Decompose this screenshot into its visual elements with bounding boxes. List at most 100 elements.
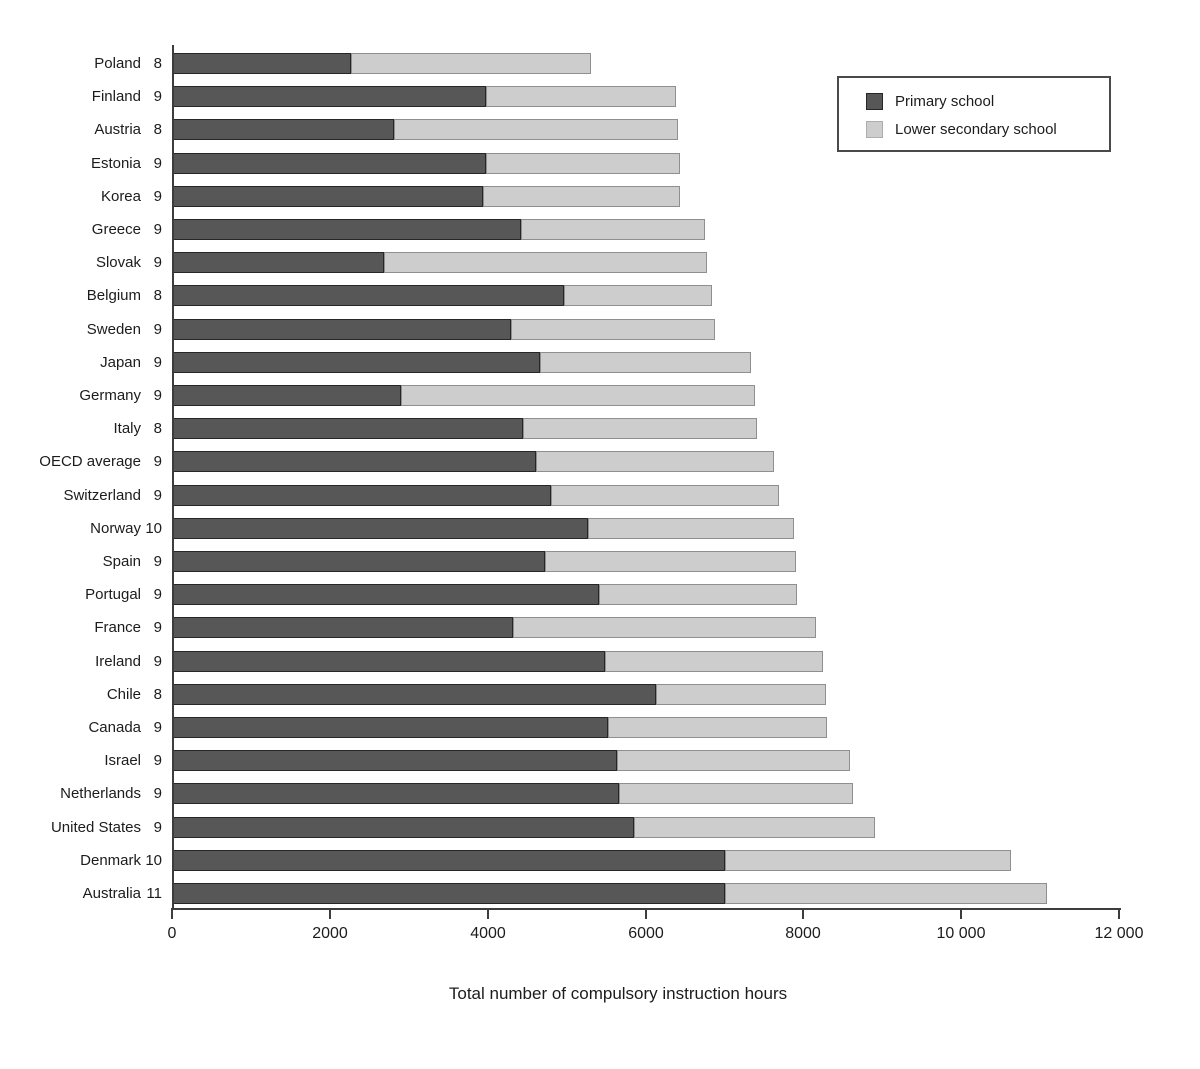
bar-segment-lower-secondary xyxy=(588,518,794,539)
bar-segment-lower-secondary xyxy=(486,86,676,107)
bar-segment-lower-secondary xyxy=(384,252,707,273)
country-name: Denmark xyxy=(80,852,141,869)
bar-segment-lower-secondary xyxy=(656,684,826,705)
compulsory-years: 9 xyxy=(153,653,162,670)
bar-segment-lower-secondary xyxy=(401,385,755,406)
row-label: Estonia 9 xyxy=(0,153,162,174)
country-name: Slovak xyxy=(95,254,141,271)
x-axis-line xyxy=(171,908,1121,910)
country-name: Austria xyxy=(94,121,141,138)
bar-segment-lower-secondary xyxy=(513,617,816,638)
row-label: Sweden 9 xyxy=(0,319,162,340)
bar-segment-primary xyxy=(173,750,617,771)
x-axis-tick-label: 4000 xyxy=(470,925,506,942)
bar-segment-lower-secondary xyxy=(564,285,712,306)
row-label: Austria 8 xyxy=(0,119,162,140)
compulsory-years: 9 xyxy=(153,387,162,404)
country-name: Australia xyxy=(82,885,141,902)
legend-label-primary: Primary school xyxy=(895,92,995,110)
compulsory-years: 8 xyxy=(153,686,162,703)
compulsory-years: 9 xyxy=(153,221,162,238)
country-name: Korea xyxy=(100,188,141,205)
bar-segment-primary xyxy=(173,352,540,373)
row-label: United States 9 xyxy=(0,817,162,838)
x-axis-tick xyxy=(487,910,489,919)
row-label: Germany 9 xyxy=(0,385,162,406)
x-axis-tick-label: 12 000 xyxy=(1094,925,1144,942)
bar-segment-primary xyxy=(173,584,599,605)
compulsory-years: 9 xyxy=(153,155,162,172)
bar-segment-primary xyxy=(173,418,523,439)
bar-segment-primary xyxy=(173,551,545,572)
bar-segment-lower-secondary xyxy=(351,53,591,74)
x-axis-tick xyxy=(171,910,173,919)
bar-segment-primary xyxy=(173,485,551,506)
legend: Primary school Lower secondary school xyxy=(837,76,1111,152)
bar-segment-primary xyxy=(173,817,634,838)
bar-segment-primary xyxy=(173,385,401,406)
compulsory-years: 9 xyxy=(153,719,162,736)
country-name: Netherlands xyxy=(60,785,141,802)
row-label: Netherlands 9 xyxy=(0,783,162,804)
country-name: Israel xyxy=(104,752,141,769)
country-name: Spain xyxy=(102,553,141,570)
bar-segment-lower-secondary xyxy=(523,418,757,439)
row-label: Canada 9 xyxy=(0,717,162,738)
bar-segment-lower-secondary xyxy=(540,352,751,373)
country-name: Sweden xyxy=(86,321,141,338)
bar-segment-primary xyxy=(173,684,656,705)
compulsory-years: 9 xyxy=(153,453,162,470)
bar-segment-primary xyxy=(173,219,521,240)
country-name: United States xyxy=(50,819,141,836)
compulsory-years: 10 xyxy=(145,852,162,869)
row-label: Belgium 8 xyxy=(0,285,162,306)
country-name: Poland xyxy=(94,55,141,72)
row-label: Slovak 9 xyxy=(0,252,162,273)
country-name: Chile xyxy=(106,686,141,703)
compulsory-years: 9 xyxy=(153,752,162,769)
bar-segment-primary xyxy=(173,86,486,107)
row-label: Spain 9 xyxy=(0,551,162,572)
country-name: Germany xyxy=(79,387,141,404)
bar-segment-primary xyxy=(173,153,486,174)
x-axis-tick-label: 10 000 xyxy=(936,925,986,942)
row-label: Portugal 9 xyxy=(0,584,162,605)
country-name: Ireland xyxy=(95,653,141,670)
x-axis-tick xyxy=(329,910,331,919)
compulsory-years: 9 xyxy=(153,619,162,636)
bar-segment-primary xyxy=(173,883,725,904)
row-label: France 9 xyxy=(0,617,162,638)
row-label: Korea 9 xyxy=(0,186,162,207)
bar-segment-primary xyxy=(173,285,564,306)
compulsory-years: 9 xyxy=(153,819,162,836)
bar-segment-lower-secondary xyxy=(725,883,1047,904)
compulsory-years: 9 xyxy=(153,586,162,603)
compulsory-years: 8 xyxy=(153,420,162,437)
bar-segment-primary xyxy=(173,617,513,638)
bar-segment-lower-secondary xyxy=(486,153,680,174)
legend-swatch-lower-secondary-icon xyxy=(866,120,883,138)
country-name: Italy xyxy=(113,420,141,437)
country-name: France xyxy=(94,619,141,636)
x-axis-tick xyxy=(802,910,804,919)
country-name: Norway xyxy=(90,520,141,537)
bar-segment-lower-secondary xyxy=(394,119,678,140)
country-name: Finland xyxy=(91,88,141,105)
country-name: Portugal xyxy=(85,586,141,603)
compulsory-years: 8 xyxy=(153,121,162,138)
country-name: OECD average xyxy=(39,453,141,470)
row-label: Denmark 10 xyxy=(0,850,162,871)
compulsory-years: 8 xyxy=(153,287,162,304)
bar-segment-lower-secondary xyxy=(725,850,1011,871)
bar-segment-lower-secondary xyxy=(521,219,705,240)
bar-segment-lower-secondary xyxy=(608,717,827,738)
compulsory-years: 9 xyxy=(153,254,162,271)
bar-segment-primary xyxy=(173,717,608,738)
x-axis-tick-label: 6000 xyxy=(628,925,664,942)
bar-segment-lower-secondary xyxy=(605,651,823,672)
legend-swatch-primary-icon xyxy=(866,92,883,110)
row-label: Israel 9 xyxy=(0,750,162,771)
compulsory-years: 9 xyxy=(153,321,162,338)
row-label: Italy 8 xyxy=(0,418,162,439)
